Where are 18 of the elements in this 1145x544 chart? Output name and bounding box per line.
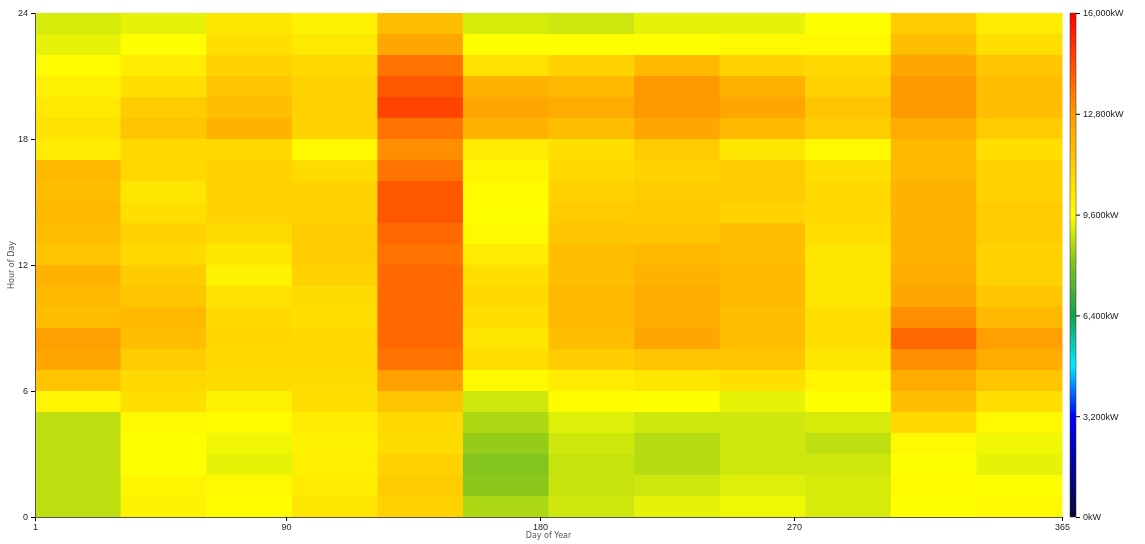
y-tick-label: 24 [17, 8, 28, 19]
color-bar-label: 12,800kW [1083, 109, 1125, 120]
y-tick-label: 6 [22, 386, 28, 397]
color-bar-label: 9,600kW [1083, 209, 1120, 220]
x-tick-label: 270 [786, 522, 802, 533]
x-tick-label: 365 [1054, 522, 1071, 533]
y-tick-label: 18 [17, 134, 28, 145]
x-tick-label: 180 [533, 522, 549, 533]
color-bar-label: 6,400kW [1083, 310, 1120, 321]
color-bar-label: 0kW [1083, 512, 1102, 523]
y-axis-title: Hour of Day [7, 240, 16, 289]
y-tick-label: 0 [22, 512, 28, 523]
x-tick-label: 90 [281, 522, 292, 533]
color-bar-label: 3,200kW [1083, 411, 1120, 422]
color-bar-label: 16,000kW [1083, 8, 1125, 19]
x-axis-title: Day of Year [525, 531, 572, 540]
y-tick-label: 12 [17, 260, 28, 271]
x-tick-label: 1 [32, 522, 39, 533]
